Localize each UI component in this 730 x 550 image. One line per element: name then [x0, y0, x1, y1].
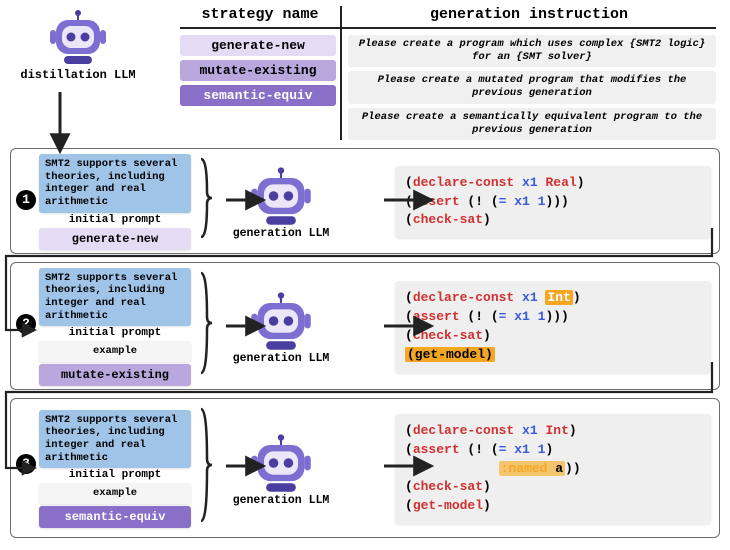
step-panel: SMT2 supports several theories, includin…	[10, 398, 720, 538]
code-output: (declare-const x1 Int) (assert (! (= x1 …	[395, 414, 711, 524]
instruction-pill: Please create a semantically equivalent …	[348, 108, 716, 140]
strategy-box: semantic-equiv	[39, 506, 191, 528]
distillation-llm-label: distillation LLM	[18, 68, 138, 82]
robot-icon	[247, 290, 315, 352]
strategy-box: mutate-existing	[39, 364, 191, 386]
header-instruction-title: generation instruction	[340, 6, 716, 27]
generation-llm-label: generation LLM	[221, 352, 341, 365]
initial-prompt-box: SMT2 supports several theories, includin…	[39, 410, 191, 468]
prompt-stack: SMT2 supports several theories, includin…	[39, 410, 191, 528]
figure-canvas: { "colors": { "grey_bg": "#efefef", "pan…	[0, 0, 730, 550]
code-block: (declare-const x1 Real) (assert (! (= x1…	[395, 166, 711, 239]
step-panel: SMT2 supports several theories, includin…	[10, 148, 720, 254]
example-box: example	[39, 341, 191, 362]
prompt-stack: SMT2 supports several theories, includin…	[39, 154, 191, 250]
robot-icon	[247, 165, 315, 227]
instruction-pill: Please create a program which uses compl…	[348, 35, 716, 67]
code-block: (declare-const x1 Int) (assert (! (= x1 …	[395, 414, 711, 524]
generation-llm: generation LLM	[221, 165, 341, 240]
initial-prompt-label: initial prompt	[39, 214, 191, 226]
prompt-stack: SMT2 supports several theories, includin…	[39, 268, 191, 386]
step-panel: SMT2 supports several theories, includin…	[10, 262, 720, 390]
brace-icon	[199, 155, 213, 241]
initial-prompt-label: initial prompt	[39, 327, 191, 339]
strategy-pill: mutate-existing	[180, 60, 336, 81]
step-number-badge: 2	[16, 314, 36, 334]
brace-connector	[199, 405, 213, 533]
robot-icon	[46, 8, 110, 66]
initial-prompt-box: SMT2 supports several theories, includin…	[39, 154, 191, 212]
strategy-box: generate-new	[39, 228, 191, 250]
strategy-pill: semantic-equiv	[180, 85, 336, 106]
brace-icon	[199, 405, 213, 525]
code-output: (declare-const x1 Int) (assert (! (= x1 …	[395, 281, 711, 372]
step-number-badge: 3	[16, 454, 36, 474]
brace-icon	[199, 269, 213, 377]
generation-llm-label: generation LLM	[221, 494, 341, 507]
brace-connector	[199, 269, 213, 385]
robot-icon	[247, 432, 315, 494]
brace-connector	[199, 155, 213, 249]
instruction-column: Please create a program which uses compl…	[340, 29, 716, 140]
generation-llm-label: generation LLM	[221, 227, 341, 240]
generation-llm: generation LLM	[221, 432, 341, 507]
header-table: strategy name generation instruction gen…	[180, 6, 716, 140]
strategy-pill-column: generate-new mutate-existing semantic-equi…	[180, 29, 340, 140]
header-strategy-title: strategy name	[180, 6, 340, 27]
generation-llm: generation LLM	[221, 290, 341, 365]
initial-prompt-box: SMT2 supports several theories, includin…	[39, 268, 191, 326]
initial-prompt-label: initial prompt	[39, 469, 191, 481]
example-box: example	[39, 483, 191, 504]
code-output: (declare-const x1 Real) (assert (! (= x1…	[395, 166, 711, 239]
code-block: (declare-const x1 Int) (assert (! (= x1 …	[395, 281, 711, 372]
instruction-pill: Please create a mutated program that mod…	[348, 71, 716, 103]
strategy-pill: generate-new	[180, 35, 336, 56]
step-number-badge: 1	[16, 190, 36, 210]
distillation-llm-block: distillation LLM	[18, 8, 138, 82]
